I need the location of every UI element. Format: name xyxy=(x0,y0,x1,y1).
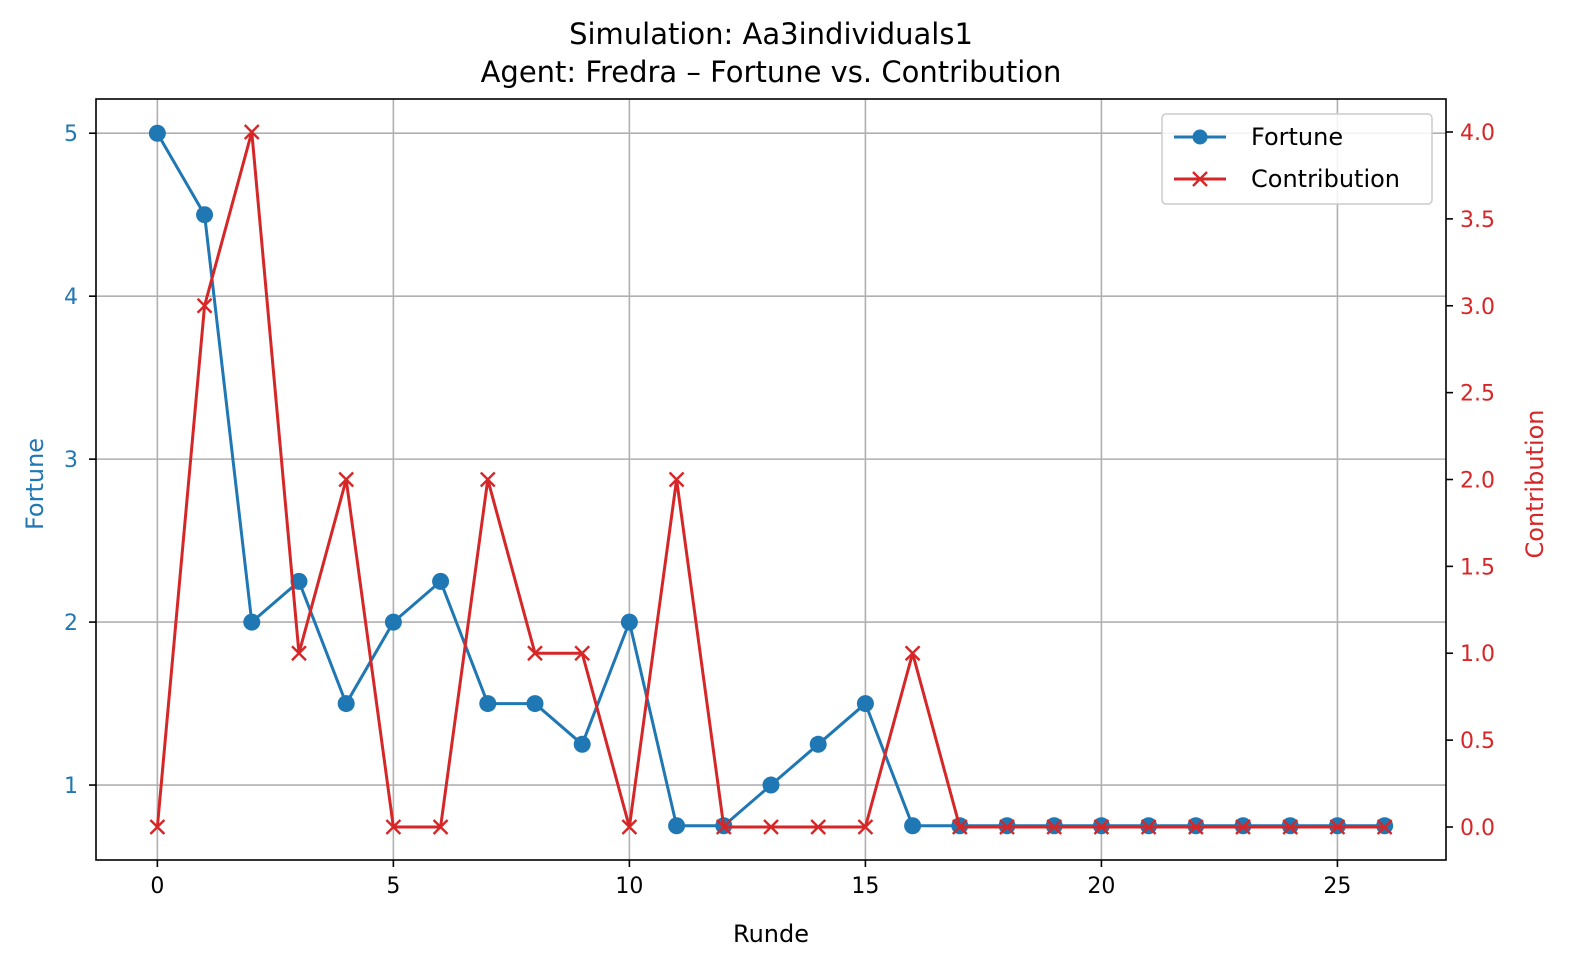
y-right-tick-label: 2.0 xyxy=(1460,469,1495,494)
data-point-contribution xyxy=(763,819,779,835)
data-point-fortune xyxy=(526,695,544,713)
x-axis-label: Runde xyxy=(733,920,809,948)
x-tick-label: 25 xyxy=(1323,874,1351,899)
data-point-contribution xyxy=(1235,819,1251,835)
x-tick-label: 15 xyxy=(851,874,879,899)
y-left-tick-label: 1 xyxy=(64,774,78,799)
y-left-tick-label: 2 xyxy=(64,611,78,636)
y-right-tick-label: 3.0 xyxy=(1460,295,1495,320)
data-point-contribution xyxy=(291,645,307,662)
grid-layer xyxy=(96,99,1446,860)
x-tick-label: 20 xyxy=(1087,874,1115,899)
data-point-contribution xyxy=(810,819,827,835)
legend-fortune-marker xyxy=(1192,129,1208,145)
y-axis-left-label: Fortune xyxy=(21,438,49,530)
data-point-contribution xyxy=(715,819,732,835)
data-point-fortune xyxy=(337,695,355,713)
data-point-contribution xyxy=(338,471,355,488)
data-point-fortune xyxy=(479,695,497,713)
series-line-contribution xyxy=(155,130,1385,829)
data-point-fortune xyxy=(432,572,450,590)
data-point-contribution xyxy=(385,819,402,835)
data-point-contribution xyxy=(668,471,685,488)
data-point-fortune xyxy=(809,735,827,753)
data-point-contribution xyxy=(1093,819,1110,835)
data-point-contribution xyxy=(574,645,591,662)
data-point-contribution xyxy=(904,645,921,662)
data-point-fortune xyxy=(856,695,874,713)
series-line-fortune xyxy=(156,132,1385,828)
legend-box xyxy=(1161,113,1433,205)
data-point-contribution xyxy=(951,819,968,835)
y-right-tick-label: 0.5 xyxy=(1460,729,1495,754)
axis-layer: 0 5 10 15 20 25 1 2 3 4 5 0.0 0.5 1.0 1.5 2.0 2.5 3.0 3.5 4… xyxy=(64,121,1495,899)
legend-contribution-label: Contribution xyxy=(1251,165,1400,193)
data-point-fortune xyxy=(243,613,261,631)
data-point-contribution xyxy=(857,819,874,835)
chart-title: Simulation: Aa3individuals1 xyxy=(569,17,973,51)
data-point-fortune xyxy=(904,817,922,835)
data-point-contribution xyxy=(196,297,213,314)
data-point-contribution xyxy=(479,471,496,488)
data-point-contribution xyxy=(1376,819,1393,835)
y-left-tick-label: 3 xyxy=(64,448,78,473)
y-left-tick-label: 4 xyxy=(64,285,78,310)
x-tick-label: 0 xyxy=(150,874,164,899)
data-point-fortune xyxy=(762,776,780,794)
data-point-fortune xyxy=(384,613,402,631)
chart-subtitle: Agent: Fredra – Fortune vs. Contribution xyxy=(481,55,1062,89)
data-point-contribution xyxy=(1046,819,1063,835)
data-point-contribution xyxy=(432,819,449,835)
data-point-fortune xyxy=(196,206,214,224)
series-fortune xyxy=(148,124,1394,835)
series-layer xyxy=(148,124,1394,835)
data-point-contribution xyxy=(243,124,260,140)
x-tick-label: 5 xyxy=(386,874,400,899)
data-point-contribution xyxy=(999,819,1015,835)
data-point-contribution xyxy=(149,819,166,835)
legend-fortune-label: Fortune xyxy=(1251,123,1343,151)
y-right-tick-label: 2.5 xyxy=(1460,382,1495,407)
data-point-contribution xyxy=(1329,819,1346,835)
plot-frame xyxy=(95,98,1447,861)
legend-contribution-marker xyxy=(1192,171,1208,187)
y-right-tick-label: 3.5 xyxy=(1460,208,1495,233)
data-point-fortune xyxy=(668,817,686,835)
y-right-tick-label: 1.5 xyxy=(1460,555,1495,580)
data-point-fortune xyxy=(148,124,166,142)
x-tick-label: 10 xyxy=(615,874,643,899)
data-point-contribution xyxy=(527,645,543,662)
data-point-contribution xyxy=(1282,819,1299,835)
data-point-contribution xyxy=(1187,819,1204,835)
y-right-tick-label: 1.0 xyxy=(1460,642,1495,667)
data-point-contribution xyxy=(1140,819,1157,835)
data-point-fortune xyxy=(573,735,591,753)
legend: Fortune Contribution xyxy=(1161,113,1433,205)
data-point-fortune xyxy=(620,613,638,631)
y-right-tick-label: 0.0 xyxy=(1460,816,1495,841)
data-point-fortune xyxy=(290,572,308,590)
y-right-tick-label: 4.0 xyxy=(1460,121,1495,146)
series-contribution xyxy=(149,124,1393,835)
data-point-contribution xyxy=(621,819,638,835)
y-axis-right-label: Contribution xyxy=(1521,409,1549,558)
y-left-tick-label: 5 xyxy=(64,122,78,147)
